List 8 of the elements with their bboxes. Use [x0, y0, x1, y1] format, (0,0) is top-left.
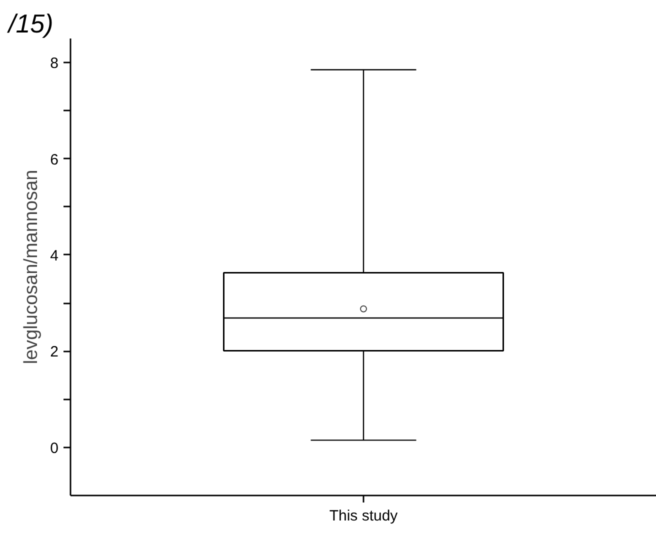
y-tick-label: 0	[50, 440, 58, 457]
y-tick-label: 2	[50, 344, 58, 361]
y-tick-label: 6	[50, 151, 58, 168]
y-tick-label: 4	[50, 247, 58, 264]
x-tick-label: This study	[329, 508, 398, 524]
y-tick-label: 8	[50, 55, 58, 72]
y-axis-title: levglucosan/mannosan	[21, 170, 42, 364]
chart-title: /15)	[6, 8, 54, 38]
